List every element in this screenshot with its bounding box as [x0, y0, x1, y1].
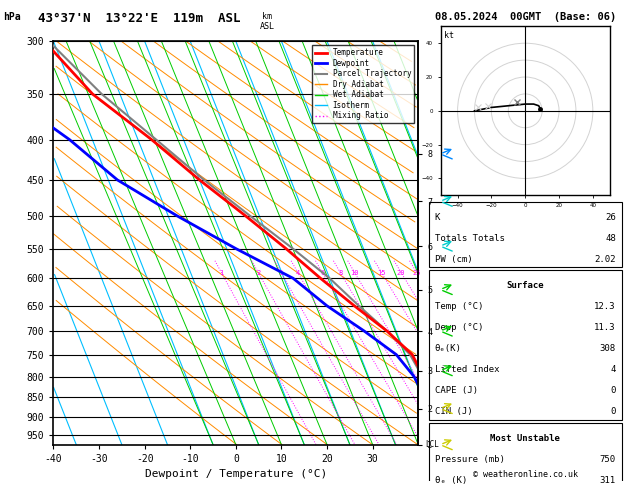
Text: Totals Totals: Totals Totals — [435, 234, 504, 243]
Text: hPa: hPa — [3, 12, 21, 22]
Text: 20: 20 — [397, 270, 406, 276]
Text: Temp (°C): Temp (°C) — [435, 302, 483, 312]
Text: 308: 308 — [599, 345, 616, 353]
Text: 48: 48 — [605, 234, 616, 243]
Text: 2: 2 — [256, 270, 260, 276]
Text: LCL: LCL — [426, 440, 440, 449]
Text: K: K — [435, 213, 440, 222]
Text: 3: 3 — [279, 270, 283, 276]
Text: 311: 311 — [599, 476, 616, 485]
Text: CIN (J): CIN (J) — [435, 407, 472, 416]
X-axis label: Dewpoint / Temperature (°C): Dewpoint / Temperature (°C) — [145, 469, 327, 479]
Text: 08.05.2024  00GMT  (Base: 06): 08.05.2024 00GMT (Base: 06) — [435, 12, 616, 22]
Text: km
ASL: km ASL — [260, 12, 275, 31]
Text: 11.3: 11.3 — [594, 323, 616, 332]
Text: 4: 4 — [610, 365, 616, 374]
Text: 2.02: 2.02 — [594, 255, 616, 264]
Text: 10: 10 — [350, 270, 359, 276]
Text: CAPE (J): CAPE (J) — [435, 386, 477, 395]
Text: Dewp (°C): Dewp (°C) — [435, 323, 483, 332]
Text: 750: 750 — [599, 455, 616, 464]
Text: 43°37'N  13°22'E  119m  ASL: 43°37'N 13°22'E 119m ASL — [38, 12, 240, 25]
Text: 25: 25 — [413, 270, 421, 276]
Text: PW (cm): PW (cm) — [435, 255, 472, 264]
Text: 1: 1 — [220, 270, 223, 276]
Text: θₑ(K): θₑ(K) — [435, 345, 462, 353]
Text: Most Unstable: Most Unstable — [490, 434, 560, 443]
Text: 26: 26 — [605, 213, 616, 222]
Legend: Temperature, Dewpoint, Parcel Trajectory, Dry Adiabat, Wet Adiabat, Isotherm, Mi: Temperature, Dewpoint, Parcel Trajectory… — [312, 45, 415, 123]
Text: 6: 6 — [320, 270, 325, 276]
Text: 12.3: 12.3 — [594, 302, 616, 312]
Text: Pressure (mb): Pressure (mb) — [435, 455, 504, 464]
Text: 15: 15 — [377, 270, 386, 276]
Text: 0: 0 — [610, 407, 616, 416]
Text: 8: 8 — [338, 270, 342, 276]
Text: 4: 4 — [296, 270, 300, 276]
Text: Surface: Surface — [506, 281, 544, 291]
Text: 0: 0 — [610, 386, 616, 395]
Text: Lifted Index: Lifted Index — [435, 365, 499, 374]
Text: © weatheronline.co.uk: © weatheronline.co.uk — [473, 470, 577, 479]
Text: θₑ (K): θₑ (K) — [435, 476, 467, 485]
